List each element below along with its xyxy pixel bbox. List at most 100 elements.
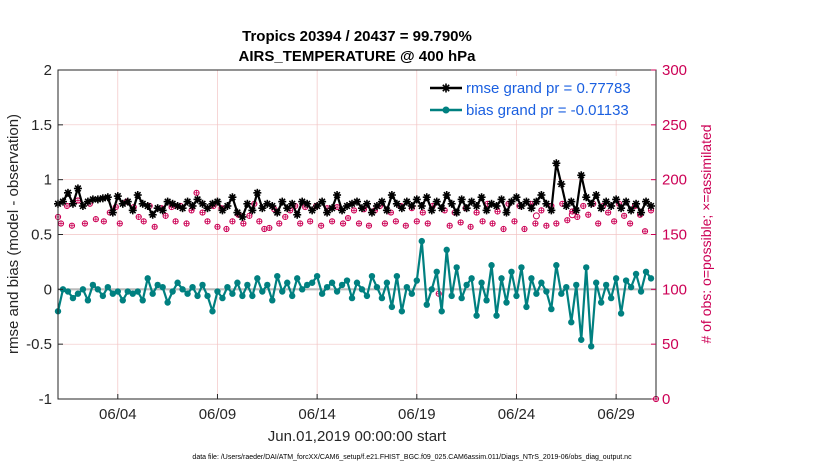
- bias-point: [393, 272, 401, 280]
- obs-assimilated-marker: [74, 197, 82, 204]
- bias-point: [553, 262, 560, 269]
- bias-point: [413, 277, 420, 284]
- bias-point: [443, 246, 450, 254]
- bias-point: [229, 290, 236, 297]
- bias-point: [294, 275, 301, 282]
- bias-point: [637, 288, 645, 295]
- obs-assimilated-marker: [57, 220, 65, 227]
- bias-point: [578, 336, 585, 343]
- bias-point: [79, 286, 87, 293]
- y-right-tick-label: 150: [662, 227, 687, 244]
- rmse-point: [353, 197, 361, 206]
- y-right-tick-label: 100: [662, 281, 687, 298]
- bias-point: [284, 279, 291, 286]
- bias-point: [508, 268, 515, 275]
- obs-assimilated-marker: [307, 218, 314, 225]
- y-right-tick-label: 250: [662, 117, 687, 134]
- obs-assimilated-marker: [479, 218, 486, 225]
- rmse-point: [377, 197, 386, 206]
- y-left-tick-label: 1: [44, 172, 52, 189]
- obs-possible-marker: [568, 211, 576, 219]
- bias-point: [69, 294, 77, 302]
- rmse-point: [467, 197, 476, 206]
- bias-point: [318, 290, 326, 297]
- rmse-point: [208, 199, 217, 208]
- obs-assimilated-marker: [532, 220, 539, 227]
- rmse-point: [223, 201, 232, 210]
- rmse-point: [497, 195, 506, 204]
- bias-point: [583, 264, 590, 271]
- obs-assimilated-marker: [116, 220, 123, 227]
- rmse-point: [512, 193, 521, 202]
- bias-point: [358, 286, 366, 293]
- bias-point: [94, 286, 102, 293]
- rmse-point: [238, 212, 247, 221]
- bias-point: [269, 297, 276, 304]
- legend-bias-marker: [442, 106, 450, 114]
- bias-point: [388, 303, 396, 311]
- rmse-point: [367, 208, 376, 217]
- obs-assimilated-marker: [266, 224, 273, 232]
- bias-point: [249, 292, 256, 300]
- bias-point: [64, 288, 72, 295]
- obs-assimilated-marker: [223, 225, 230, 233]
- rmse-point: [457, 195, 466, 204]
- rmse-point: [372, 201, 381, 210]
- bias-point: [498, 275, 505, 282]
- rmse-point: [482, 206, 491, 215]
- obs-assimilated-marker: [392, 218, 399, 225]
- bias-point: [348, 294, 356, 302]
- bias-point: [244, 281, 251, 289]
- legend: rmse grand pr = 0.77783 bias grand pr = …: [424, 76, 652, 120]
- bias-point: [144, 275, 151, 282]
- rmse-point: [333, 191, 342, 200]
- obs-assimilated-marker: [381, 220, 389, 227]
- obs-possible-marker: [532, 212, 540, 220]
- legend-rmse-star: [441, 83, 451, 93]
- bias-point: [154, 281, 161, 289]
- rmse-point: [422, 193, 431, 202]
- bias-point: [513, 292, 520, 300]
- obs-assimilated-marker: [256, 218, 263, 225]
- obs-assimilated-marker: [424, 220, 431, 227]
- rmse-point: [627, 206, 636, 215]
- obs-assimilated-marker: [229, 218, 236, 225]
- bias-point: [224, 283, 231, 291]
- x-tick-label: 06/19: [398, 406, 436, 423]
- bias-point: [234, 279, 241, 286]
- bias-point: [89, 281, 97, 289]
- y-left-tick-label: 1.5: [31, 117, 52, 134]
- bias-point: [483, 297, 490, 304]
- rmse-point: [113, 192, 122, 201]
- obs-assimilated-marker: [626, 220, 634, 227]
- obs-assimilated-marker: [204, 218, 211, 225]
- obs-assimilated-marker: [162, 212, 169, 219]
- rmse-point: [407, 201, 416, 210]
- obs-assimilated-marker: [365, 222, 373, 229]
- bias-point: [343, 277, 351, 284]
- data-file-footnote: data file: /Users/raeder/DAI/ATM_forcXX/…: [192, 454, 632, 461]
- y-left-tick-label: -0.5: [26, 336, 52, 353]
- x-tick-label: 06/29: [597, 406, 635, 423]
- y-right-tick-label: 300: [662, 62, 687, 79]
- bias-point: [194, 292, 201, 300]
- bias-point: [129, 290, 136, 297]
- obs-assimilated-marker: [318, 222, 325, 229]
- bias-point: [408, 290, 416, 297]
- rmse-point: [338, 206, 347, 215]
- bias-point: [189, 283, 196, 291]
- bias-point: [219, 294, 226, 302]
- rmse-point: [462, 204, 471, 213]
- bias-point: [274, 272, 281, 280]
- rmse-point: [452, 208, 461, 217]
- bias-point: [607, 294, 615, 302]
- bias-point: [533, 290, 540, 297]
- bias-point: [368, 272, 376, 280]
- bias-point: [353, 279, 361, 286]
- bias-point: [164, 299, 171, 306]
- bias-point: [593, 279, 600, 286]
- rmse-point: [412, 195, 421, 204]
- bias-point: [597, 299, 605, 306]
- rmse-point: [143, 201, 152, 210]
